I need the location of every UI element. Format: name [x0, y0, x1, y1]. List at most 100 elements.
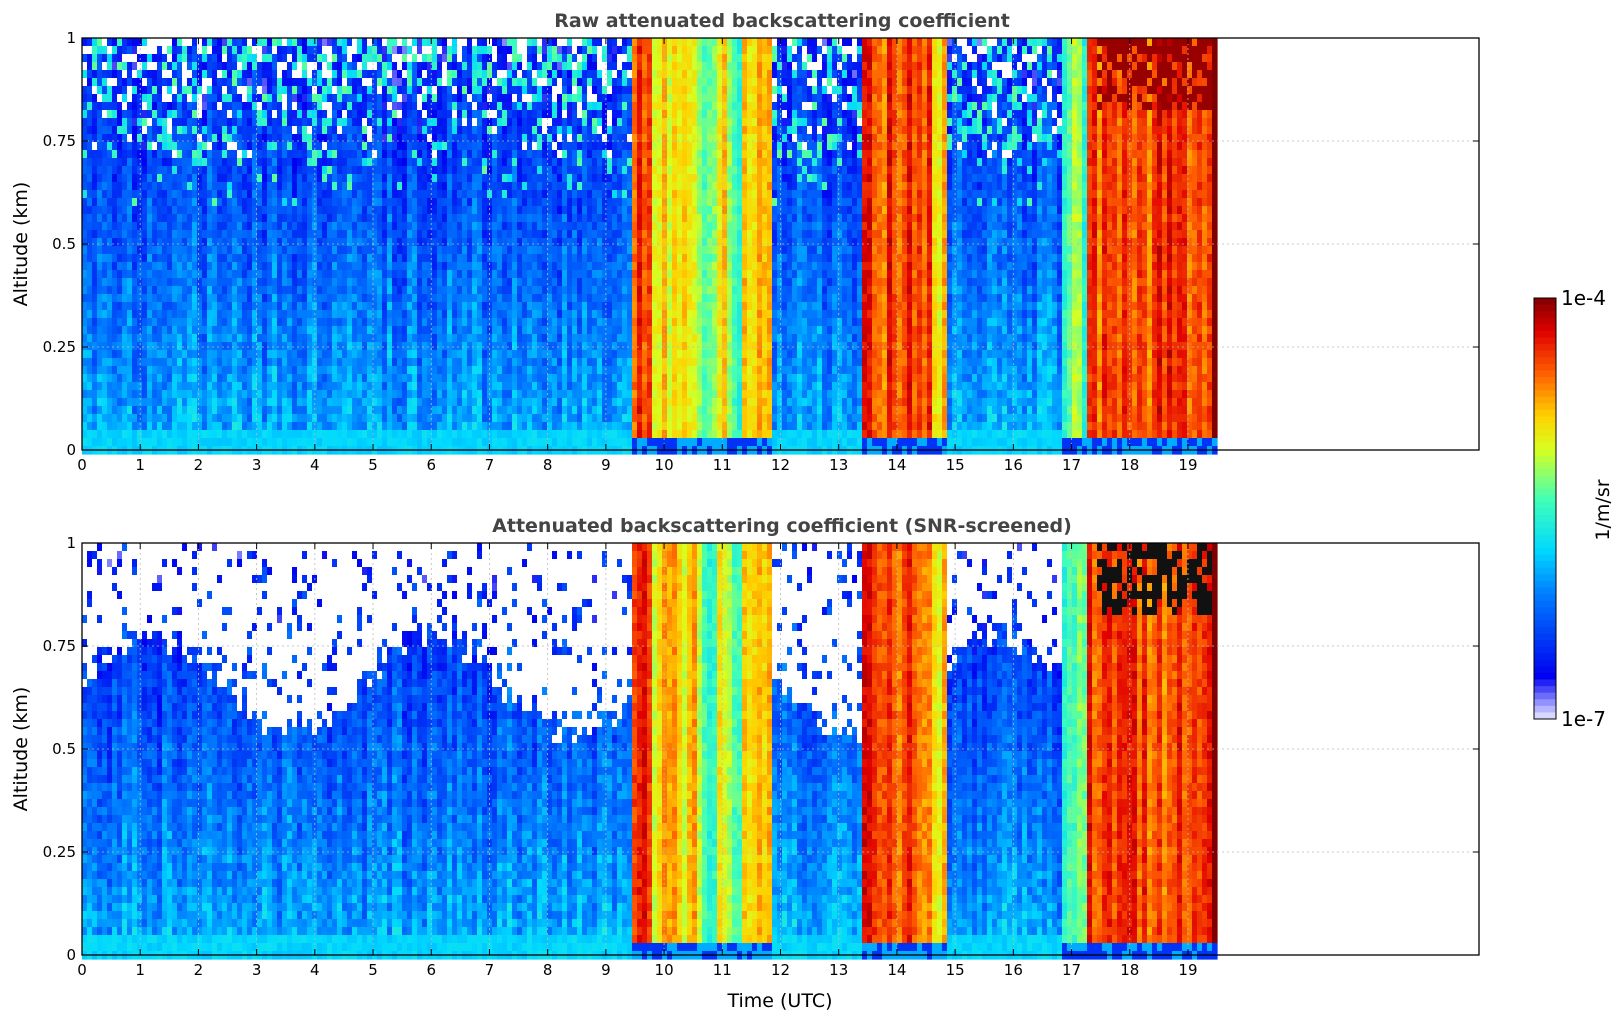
heatmap-cell: [222, 222, 228, 231]
heatmap-cell: [532, 270, 538, 279]
heatmap-cell: [417, 222, 423, 231]
heatmap-cell: [382, 102, 388, 111]
heatmap-cell: [402, 214, 408, 223]
heatmap-cell: [257, 326, 263, 335]
heatmap-cell: [347, 190, 353, 199]
heatmap-cell: [112, 102, 118, 111]
heatmap-cell: [457, 390, 463, 399]
heatmap-cell: [407, 390, 413, 399]
heatmap-cell: [297, 406, 303, 415]
heatmap-cell: [377, 294, 383, 303]
heatmap-cell: [527, 398, 533, 407]
heatmap-cell: [467, 78, 473, 87]
heatmap-cell: [442, 166, 448, 175]
heatmap-cell: [302, 438, 308, 447]
heatmap-cell: [112, 390, 118, 399]
heatmap-cell: [482, 134, 488, 143]
heatmap-cell: [402, 198, 408, 207]
heatmap-cell: [512, 86, 518, 95]
heatmap-cell: [297, 158, 303, 167]
heatmap-cell: [532, 422, 538, 431]
heatmap-cell: [462, 198, 468, 207]
heatmap-cell: [127, 158, 133, 167]
heatmap-cell: [302, 110, 308, 119]
heatmap-cell: [457, 262, 463, 271]
heatmap-cell: [207, 326, 213, 335]
heatmap-cell: [217, 326, 223, 335]
heatmap-cell: [357, 142, 363, 151]
heatmap-cell: [387, 190, 393, 199]
heatmap-cell: [347, 334, 353, 343]
heatmap-cell: [347, 438, 353, 447]
heatmap-cell: [262, 86, 268, 95]
heatmap-cell: [152, 230, 158, 239]
heatmap-cell: [212, 150, 218, 159]
heatmap-cell: [102, 246, 108, 255]
heatmap-cell: [92, 182, 98, 191]
heatmap-cell: [122, 142, 128, 151]
heatmap-cell: [467, 294, 473, 303]
heatmap-cell: [387, 414, 393, 423]
heatmap-cell: [297, 294, 303, 303]
heatmap-cell: [152, 422, 158, 431]
heatmap-cell: [352, 142, 358, 151]
heatmap-cell: [362, 302, 368, 311]
heatmap-cell: [222, 270, 228, 279]
heatmap-cell: [242, 198, 248, 207]
heatmap-cell: [427, 110, 433, 119]
heatmap-cell: [542, 230, 548, 239]
heatmap-cell: [437, 358, 443, 367]
heatmap-cell: [502, 310, 508, 319]
heatmap-cell: [157, 286, 163, 295]
heatmap-cell: [212, 334, 218, 343]
heatmap-cell: [422, 94, 428, 103]
heatmap-cell: [107, 78, 113, 87]
heatmap-cell: [117, 174, 123, 183]
heatmap-cell: [342, 278, 348, 287]
heatmap-cell: [107, 246, 113, 255]
heatmap-cell: [507, 46, 513, 55]
heatmap-cell: [447, 310, 453, 319]
heatmap-cell: [282, 326, 288, 335]
heatmap-cell: [242, 230, 248, 239]
heatmap-cell: [482, 334, 488, 343]
heatmap-cell: [307, 126, 313, 135]
heatmap-cell: [132, 430, 138, 439]
heatmap-cell: [137, 430, 143, 439]
heatmap-cell: [302, 430, 308, 439]
heatmap-cell: [237, 102, 243, 111]
heatmap-cell: [242, 286, 248, 295]
heatmap-cell: [482, 342, 488, 351]
heatmap-cell: [532, 134, 538, 143]
heatmap-cell: [92, 318, 98, 327]
heatmap-cell: [217, 350, 223, 359]
heatmap-cell: [202, 110, 208, 119]
heatmap-cell: [472, 78, 478, 87]
heatmap-cell: [157, 206, 163, 215]
heatmap-cell: [97, 126, 103, 135]
heatmap-cell: [217, 78, 223, 87]
heatmap-cell: [377, 38, 383, 47]
heatmap-cell: [122, 150, 128, 159]
heatmap-cell: [252, 302, 258, 311]
heatmap-cell: [102, 86, 108, 95]
heatmap-cell: [357, 126, 363, 135]
heatmap-cell: [277, 262, 283, 271]
heatmap-cell: [97, 182, 103, 191]
heatmap-cell: [112, 126, 118, 135]
heatmap-cell: [237, 390, 243, 399]
heatmap-cell: [507, 246, 513, 255]
heatmap-cell: [152, 350, 158, 359]
heatmap-cell: [102, 190, 108, 199]
heatmap-cell: [112, 166, 118, 175]
heatmap-cell: [447, 366, 453, 375]
heatmap-cell: [297, 390, 303, 399]
heatmap-cell: [392, 142, 398, 151]
heatmap-cell: [407, 94, 413, 103]
heatmap-cell: [292, 390, 298, 399]
heatmap-cell: [552, 54, 558, 63]
heatmap-cell: [477, 374, 483, 383]
heatmap-cell: [157, 94, 163, 103]
heatmap-cell: [252, 238, 258, 247]
heatmap-cell: [87, 70, 93, 79]
